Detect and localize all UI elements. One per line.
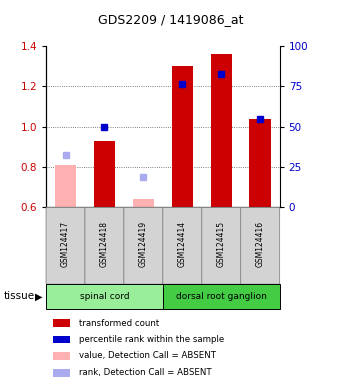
FancyBboxPatch shape bbox=[46, 284, 163, 309]
Text: GSM124414: GSM124414 bbox=[178, 221, 187, 267]
Text: GSM124419: GSM124419 bbox=[139, 221, 148, 267]
Bar bbox=[53, 336, 70, 343]
FancyBboxPatch shape bbox=[124, 207, 163, 284]
Bar bbox=[94, 141, 115, 207]
Bar bbox=[53, 319, 70, 327]
Text: tissue: tissue bbox=[3, 291, 34, 301]
FancyBboxPatch shape bbox=[241, 207, 280, 284]
FancyBboxPatch shape bbox=[163, 284, 280, 309]
Text: rank, Detection Call = ABSENT: rank, Detection Call = ABSENT bbox=[79, 368, 212, 377]
Text: GSM124415: GSM124415 bbox=[217, 221, 226, 267]
Bar bbox=[250, 119, 271, 207]
Bar bbox=[133, 199, 154, 207]
Text: percentile rank within the sample: percentile rank within the sample bbox=[79, 335, 224, 344]
Text: transformed count: transformed count bbox=[79, 319, 159, 328]
Text: dorsal root ganglion: dorsal root ganglion bbox=[176, 292, 267, 301]
Bar bbox=[172, 66, 193, 207]
Text: ▶: ▶ bbox=[35, 291, 43, 301]
Text: GSM124418: GSM124418 bbox=[100, 221, 109, 267]
Text: value, Detection Call = ABSENT: value, Detection Call = ABSENT bbox=[79, 351, 216, 360]
Text: GSM124417: GSM124417 bbox=[61, 221, 70, 267]
Text: GSM124416: GSM124416 bbox=[256, 221, 265, 267]
Bar bbox=[53, 352, 70, 360]
FancyBboxPatch shape bbox=[85, 207, 124, 284]
FancyBboxPatch shape bbox=[202, 207, 241, 284]
FancyBboxPatch shape bbox=[163, 207, 202, 284]
Text: spinal cord: spinal cord bbox=[79, 292, 129, 301]
Bar bbox=[53, 369, 70, 377]
FancyBboxPatch shape bbox=[46, 207, 85, 284]
Bar bbox=[210, 54, 232, 207]
Text: GDS2209 / 1419086_at: GDS2209 / 1419086_at bbox=[98, 13, 243, 26]
Bar bbox=[55, 165, 76, 207]
